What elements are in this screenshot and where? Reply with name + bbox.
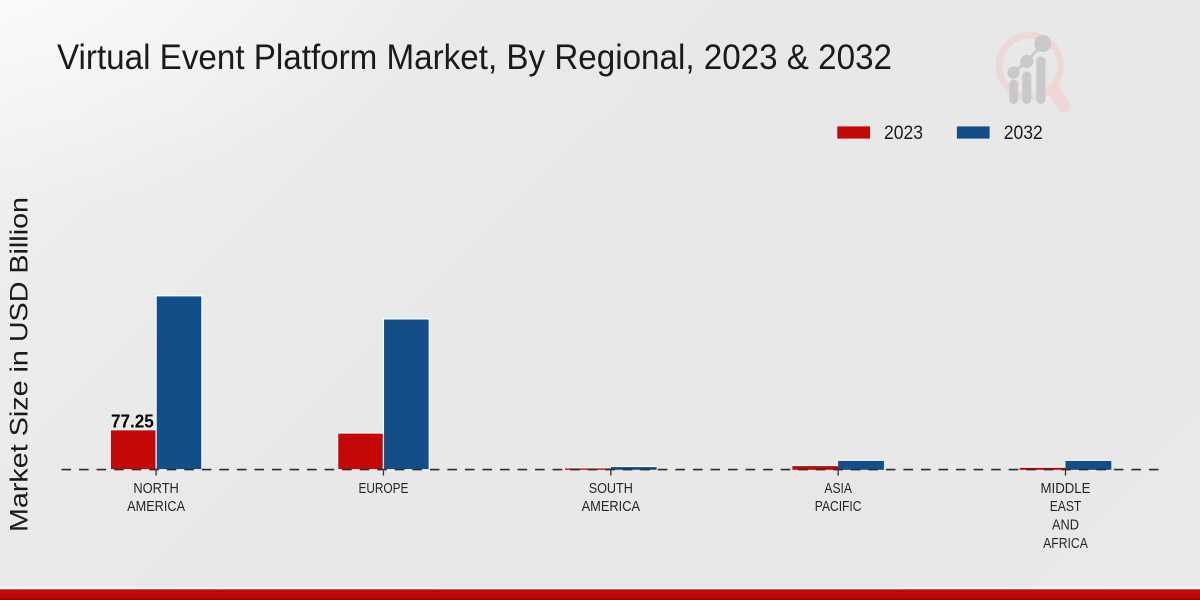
svg-text:AMERICA: AMERICA [127,498,185,515]
svg-text:AFRICA: AFRICA [1043,535,1088,552]
svg-text:EAST: EAST [1050,498,1082,515]
svg-text:PACIFIC: PACIFIC [815,498,862,515]
svg-text:2032: 2032 [1004,123,1043,144]
svg-text:AMERICA: AMERICA [582,498,640,515]
svg-text:ASIA: ASIA [824,480,852,497]
svg-text:Virtual Event Platform Market,: Virtual Event Platform Market, By Region… [57,38,892,77]
svg-text:MIDDLE: MIDDLE [1041,480,1091,497]
svg-text:77.25: 77.25 [111,411,154,431]
svg-text:NORTH: NORTH [133,480,179,497]
svg-text:AND: AND [1052,516,1079,533]
svg-text:Market Size in USD Billion: Market Size in USD Billion [6,197,34,532]
svg-text:SOUTH: SOUTH [589,480,633,497]
svg-text:2023: 2023 [884,123,923,144]
svg-text:EUROPE: EUROPE [358,480,408,497]
